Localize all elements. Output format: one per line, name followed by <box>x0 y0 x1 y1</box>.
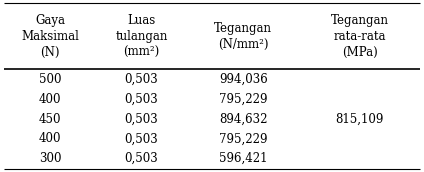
Text: Gaya
Maksimal
(N): Gaya Maksimal (N) <box>21 14 79 58</box>
Text: Tegangan
rata-rata
(MPa): Tegangan rata-rata (MPa) <box>331 14 388 58</box>
Text: Luas
tulangan
(mm²): Luas tulangan (mm²) <box>115 14 167 58</box>
Text: 795,229: 795,229 <box>219 93 268 106</box>
Text: 0,503: 0,503 <box>125 93 158 106</box>
Text: Tegangan
(N/mm²): Tegangan (N/mm²) <box>214 22 272 51</box>
Text: 795,229: 795,229 <box>219 132 268 145</box>
Text: 300: 300 <box>39 152 61 165</box>
Text: 815,109: 815,109 <box>335 112 384 126</box>
Text: 596,421: 596,421 <box>219 152 268 165</box>
Text: 0,503: 0,503 <box>125 132 158 145</box>
Text: 0,503: 0,503 <box>125 152 158 165</box>
Text: 400: 400 <box>39 93 61 106</box>
Text: 400: 400 <box>39 132 61 145</box>
Text: 0,503: 0,503 <box>125 73 158 86</box>
Text: 0,503: 0,503 <box>125 112 158 126</box>
Text: 500: 500 <box>39 73 61 86</box>
Text: 994,036: 994,036 <box>219 73 268 86</box>
Text: 894,632: 894,632 <box>219 112 268 126</box>
Text: 450: 450 <box>39 112 61 126</box>
